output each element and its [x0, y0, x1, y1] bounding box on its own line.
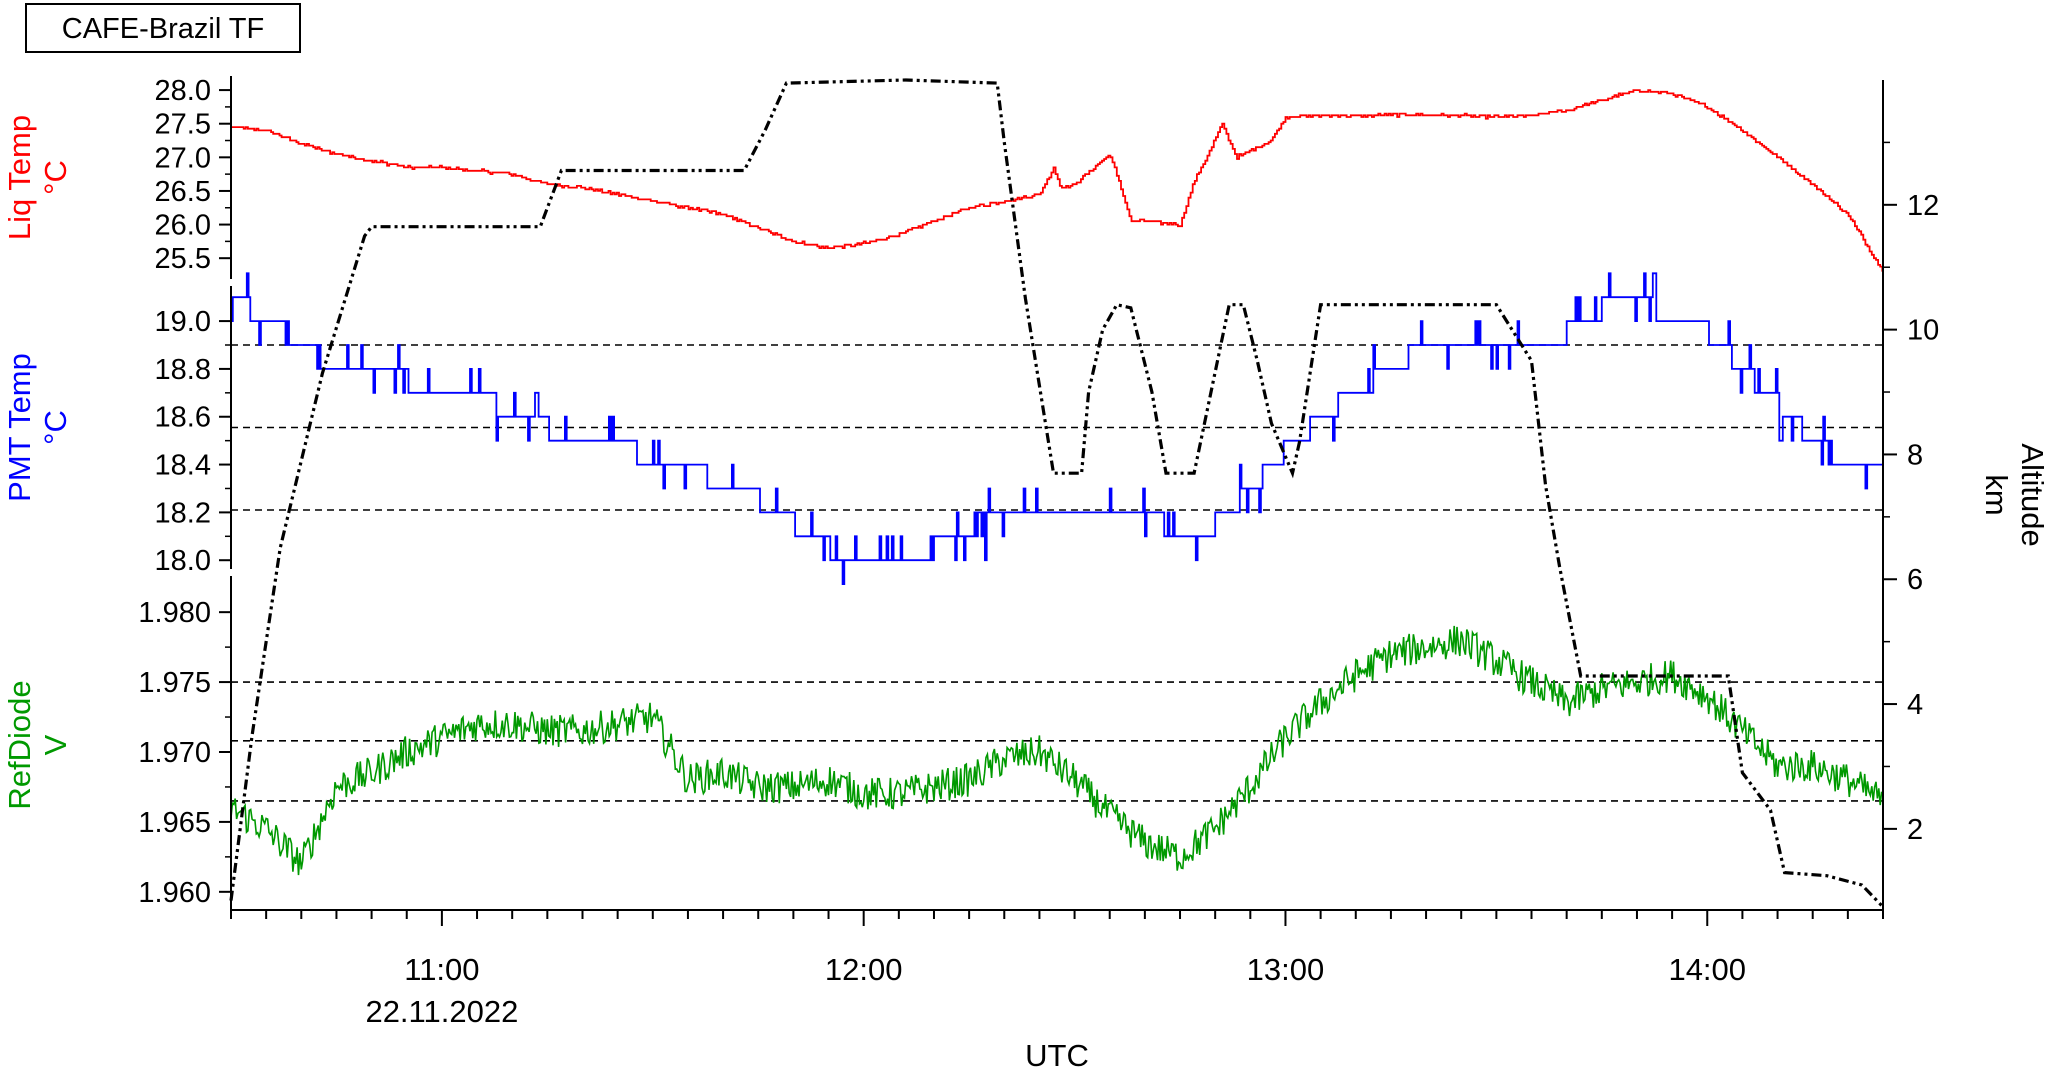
- y-axis-label-liq-temp: Liq Temp: [2, 115, 37, 240]
- y-axis-label-pmt-temp: PMT Temp: [2, 353, 37, 502]
- right-axis-label: Altitude: [2015, 443, 2050, 546]
- series-line-pmt-temp: [231, 272, 1883, 585]
- series-line-liq-temp: [231, 89, 1884, 272]
- y-tick-label-pmt-temp: 19.0: [155, 306, 211, 338]
- x-tick-label: 14:00: [1668, 952, 1746, 987]
- y-tick-label-pmt-temp: 18.4: [155, 450, 211, 482]
- plot-layer: [229, 78, 1885, 909]
- right-tick-label: 12: [1907, 190, 1939, 222]
- right-tick-label: 2: [1907, 814, 1923, 846]
- chart-title: CAFE-Brazil TF: [62, 13, 264, 45]
- y-tick-label-pmt-temp: 18.8: [155, 354, 211, 386]
- chart-title-group: CAFE-Brazil TF: [25, 3, 301, 53]
- x-tick-label: 13:00: [1247, 952, 1325, 987]
- y-tick-label-ref-diode: 1.970: [138, 737, 211, 769]
- x-axis-title: UTC: [1025, 1038, 1089, 1073]
- y-axis-unit-liq-temp: °C: [38, 160, 73, 195]
- y-tick-label-liq-temp: 27.5: [155, 109, 211, 141]
- x-tick-label: 12:00: [825, 952, 903, 987]
- y-tick-label-liq-temp: 28.0: [155, 75, 211, 107]
- y-tick-label-liq-temp: 25.5: [155, 243, 211, 275]
- y-tick-label-ref-diode: 1.975: [138, 667, 211, 699]
- y-tick-label-pmt-temp: 18.6: [155, 402, 211, 434]
- y-tick-label-pmt-temp: 18.2: [155, 497, 211, 529]
- x-tick-label: 11:00: [404, 952, 479, 987]
- y-tick-label-ref-diode: 1.960: [138, 877, 211, 909]
- right-tick-label: 10: [1907, 315, 1939, 347]
- right-axis-unit: km: [1979, 474, 2014, 515]
- y-axis-unit-pmt-temp: °C: [38, 410, 73, 445]
- right-tick-label: 6: [1907, 564, 1923, 596]
- chart-title-box: [25, 3, 301, 53]
- right-tick-label: 8: [1907, 439, 1923, 471]
- series-line-refdiode: [230, 625, 1883, 876]
- x-date-label: 22.11.2022: [365, 994, 518, 1029]
- y-axis-label-ref-diode: RefDiode: [2, 680, 37, 809]
- y-tick-label-pmt-temp: 18.0: [155, 545, 211, 577]
- y-tick-label-liq-temp: 26.5: [155, 176, 211, 208]
- y-tick-label-liq-temp: 27.0: [155, 142, 211, 174]
- y-tick-label-ref-diode: 1.965: [138, 807, 211, 839]
- series-line-altitude: [229, 78, 1885, 909]
- y-tick-label-ref-diode: 1.980: [138, 597, 211, 629]
- y-axis-unit-ref-diode: V: [38, 734, 73, 755]
- right-tick-label: 4: [1907, 689, 1923, 721]
- y-tick-label-liq-temp: 26.0: [155, 210, 211, 242]
